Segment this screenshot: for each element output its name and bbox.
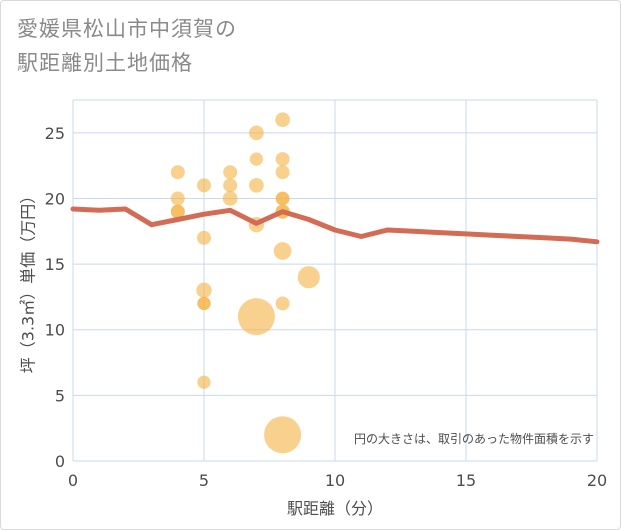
bubble-point [223,165,238,180]
x-tick-label: 15 [456,471,476,490]
bubble-point [275,152,290,167]
size-annotation: 円の大きさは、取引のあった物件面積を示す [354,431,594,446]
bubble-point [275,112,290,128]
x-tick-label: 10 [325,471,345,490]
bubble-point [223,178,238,193]
chart-title: 愛媛県松山市中須賀の 駅距離別土地価格 [17,12,237,80]
bubble-point [170,204,185,219]
y-tick-label: 20 [45,189,65,208]
x-tick-label: 0 [68,471,78,490]
x-tick-label: 20 [587,471,607,490]
bubble-point [222,191,238,206]
title-line-1: 愛媛県松山市中須賀の [17,17,237,41]
x-axis-title: 駅距離（分） [287,499,383,518]
bubble-point [197,296,211,311]
bubble-point [249,125,264,141]
bubble-point [275,191,290,206]
average-price-line [70,206,600,245]
y-tick-label: 0 [55,452,65,471]
bubble-point [249,152,264,166]
bubble-point [273,242,292,260]
grid-lines [72,99,598,462]
line-layer [70,206,600,245]
bubble-point [196,282,212,299]
bubble-point [275,165,290,180]
bubble-point [264,416,302,454]
bubble-point [197,375,211,389]
bubble-point [237,298,275,336]
bubble-point [197,230,211,245]
x-tick-label: 5 [199,471,209,490]
y-tick-label: 15 [45,255,65,274]
title-line-2: 駅距離別土地価格 [17,51,193,75]
y-tick-label: 25 [45,124,65,143]
bubble-point [170,191,185,206]
bubble-layer [170,112,320,454]
bubble-point [170,165,185,180]
bubble-point [197,178,211,193]
bubble-point [297,266,320,289]
y-tick-label: 5 [55,386,65,405]
bubble-point [275,296,290,311]
y-axis-title: 坪（3.3㎡）単価（万円） [19,188,38,373]
bubble-point [249,177,264,193]
tick-labels: 0 5 10 15 20 0 5 10 15 20 25 [45,124,608,490]
y-tick-label: 10 [45,321,65,340]
